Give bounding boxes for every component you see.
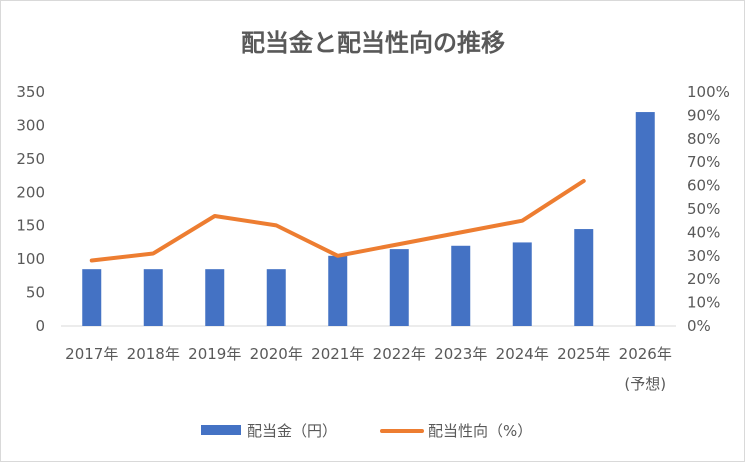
category-label: 2023年 (434, 345, 487, 363)
legend-bar-swatch (201, 425, 241, 435)
left-tick-label: 350 (16, 83, 45, 101)
bar (143, 269, 163, 326)
line-series (89, 178, 586, 263)
right-tick-label: 0% (687, 317, 711, 335)
category-label: 2022年 (373, 345, 426, 363)
left-tick-label: 100 (16, 250, 45, 268)
category-label: 2024年 (496, 345, 549, 363)
right-axis-ticks: 0% 10% 20% 30% 40% 50% 60% 70% 80% 90% 100% (687, 83, 730, 335)
left-axis-ticks: 0 50 100 150 200 250 300 350 (16, 83, 45, 335)
category-sublabel: (予想) (624, 375, 666, 393)
category-label: 2017年 (65, 345, 118, 363)
category-label: 2019年 (188, 345, 241, 363)
category-labels: 2017年 2018年 2019年 2020年 2021年 2022年 2023年 2024年… (65, 345, 672, 393)
bar (266, 269, 286, 326)
bar (389, 249, 409, 326)
category-label: 2025年 (557, 345, 610, 363)
left-tick-label: 0 (35, 317, 45, 335)
series-line (89, 178, 586, 263)
left-tick-label: 300 (16, 116, 45, 134)
category-label: 2026年 (619, 345, 672, 363)
bar (574, 229, 594, 326)
right-tick-label: 70% (687, 153, 720, 171)
right-tick-label: 10% (687, 294, 720, 312)
bar (451, 245, 471, 326)
left-tick-label: 200 (16, 183, 45, 201)
bar (512, 242, 532, 326)
legend-bar-label: 配当金（円） (247, 422, 337, 440)
category-label: 2020年 (250, 345, 303, 363)
category-label: 2018年 (127, 345, 180, 363)
legend: 配当金（円） 配当性向（%） (201, 422, 532, 440)
right-tick-label: 30% (687, 247, 720, 265)
category-label: 2021年 (311, 345, 364, 363)
bar-series (82, 112, 655, 326)
bar (205, 269, 225, 326)
left-tick-label: 50 (26, 284, 45, 302)
bar (328, 255, 348, 326)
right-tick-label: 80% (687, 130, 720, 148)
left-tick-label: 250 (16, 150, 45, 168)
right-tick-label: 20% (687, 270, 720, 288)
left-tick-label: 150 (16, 217, 45, 235)
right-tick-label: 60% (687, 177, 720, 195)
bar (635, 112, 655, 326)
right-tick-label: 100% (687, 83, 730, 101)
right-tick-label: 50% (687, 200, 720, 218)
bar (82, 269, 102, 326)
legend-line-label: 配当性向（%） (428, 422, 532, 440)
right-tick-label: 40% (687, 223, 720, 241)
chart-title: 配当金と配当性向の推移 (241, 29, 505, 57)
right-tick-label: 90% (687, 106, 720, 124)
